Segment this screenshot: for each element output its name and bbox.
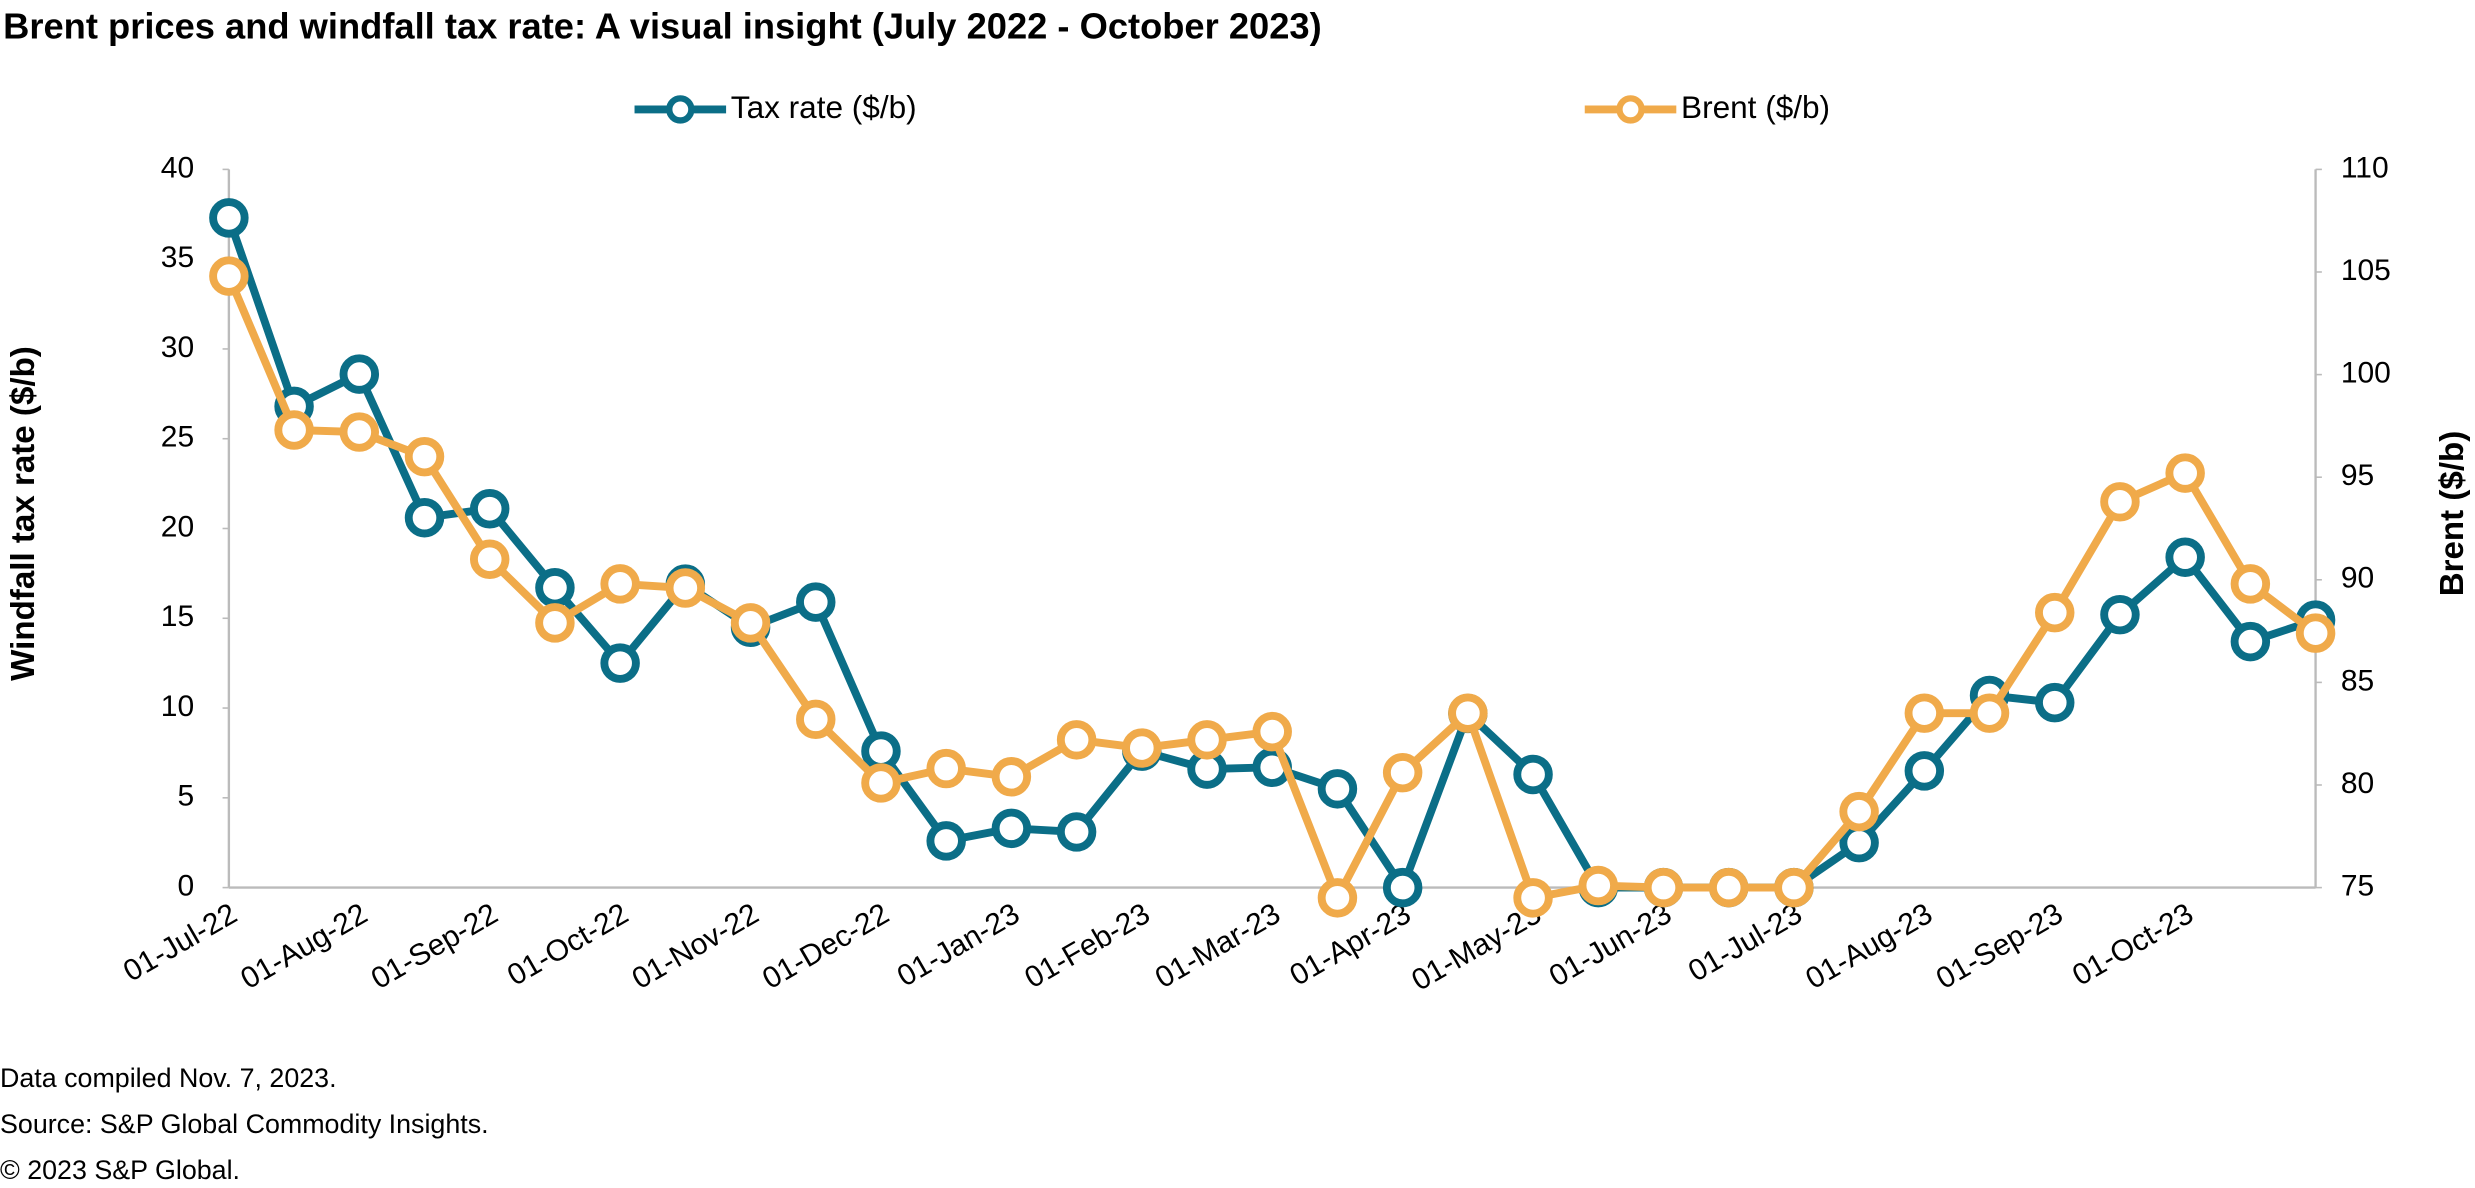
x-tick-label: 01-Sep-23	[1931, 897, 2069, 996]
data-point	[469, 539, 510, 580]
y-tick-label: 35	[161, 241, 194, 274]
data-point	[730, 603, 771, 643]
y2-tick-label: 95	[2341, 459, 2374, 492]
data-point	[2165, 453, 2205, 493]
x-tick-label: 01-Dec-22	[757, 897, 895, 996]
legend-label: Tax rate ($/b)	[731, 89, 917, 125]
y-tick-label: 10	[161, 690, 194, 723]
footnote: Source: S&P Global Commodity Insights.	[0, 1109, 489, 1139]
data-point	[1056, 812, 1097, 852]
y-tick-label: 5	[177, 780, 194, 813]
legend-marker	[666, 95, 695, 124]
y2-tick-label: 100	[2341, 357, 2391, 390]
data-point	[209, 198, 249, 238]
series-line	[225, 216, 2317, 892]
x-tick-label: 01-Feb-23	[1019, 897, 1155, 995]
data-point	[861, 731, 901, 771]
x-tick-label: 01-Mar-23	[1150, 897, 1286, 995]
data-point	[2035, 592, 2075, 633]
data-point	[274, 410, 314, 450]
data-point	[2230, 564, 2271, 604]
data-point	[1904, 693, 1945, 733]
data-point	[535, 568, 575, 608]
y2-tick-label: 110	[2341, 151, 2389, 184]
data-point	[1382, 867, 1423, 908]
data-point	[1839, 822, 1879, 863]
y2-tick-label: 80	[2341, 767, 2374, 800]
data-point	[796, 582, 836, 622]
data-point	[2230, 621, 2271, 662]
data-point	[1513, 754, 1553, 795]
legend-label: Brent ($/b)	[1681, 89, 1830, 125]
x-tick-label: 01-Jan-23	[892, 897, 1025, 993]
data-point	[404, 497, 445, 538]
data-point	[209, 256, 249, 296]
y2-axis-title: Brent ($/b)	[2434, 431, 2471, 597]
data-point	[991, 808, 1032, 849]
data-point	[2165, 537, 2205, 577]
y-tick-label: 30	[161, 331, 194, 364]
y2-tick-label: 90	[2341, 562, 2374, 595]
x-tick-label: 01-Jun-23	[1544, 897, 1677, 993]
data-point	[861, 763, 901, 803]
data-point	[2035, 682, 2075, 723]
data-point	[404, 436, 445, 477]
x-tick-label: 01-Oct-22	[502, 897, 634, 992]
x-tick-label: 01-Aug-22	[235, 897, 373, 996]
y-tick-label: 20	[161, 510, 194, 543]
y-tick-label: 40	[161, 151, 194, 184]
footnote: Data compiled Nov. 7, 2023.	[0, 1063, 337, 1093]
data-point	[1187, 720, 1227, 760]
y-tick-label: 25	[161, 421, 194, 454]
data-point	[926, 821, 966, 861]
y-axis-title: Windfall tax rate ($/b)	[5, 346, 42, 681]
data-point	[796, 699, 836, 740]
data-point	[600, 643, 640, 683]
data-point	[1969, 693, 2010, 733]
data-point	[469, 489, 510, 529]
data-point	[1122, 728, 1162, 768]
data-point	[926, 748, 966, 789]
data-point	[2100, 482, 2140, 522]
data-point	[1382, 752, 1423, 793]
chart-title: Brent prices and windfall tax rate: A vi…	[3, 6, 1322, 47]
data-point	[2295, 613, 2336, 653]
data-point	[1056, 720, 1097, 760]
data-point	[1774, 867, 1814, 908]
legend-marker	[1616, 95, 1645, 124]
x-tick-label: 01-Jul-23	[1683, 897, 1808, 988]
x-tick-label: 01-Oct-23	[2067, 897, 2199, 992]
data-point	[1643, 867, 1684, 908]
data-point	[1839, 791, 1879, 832]
data-point	[1317, 878, 1358, 918]
data-point	[1448, 693, 1488, 733]
data-point	[535, 603, 575, 643]
data-point	[339, 354, 380, 394]
data-point	[991, 757, 1032, 797]
data-point	[1317, 769, 1358, 809]
y2-tick-label: 75	[2341, 870, 2374, 903]
data-point	[1578, 865, 1619, 906]
data-point	[1252, 711, 1292, 752]
y2-tick-label: 85	[2341, 664, 2374, 697]
y2-tick-label: 105	[2341, 254, 2391, 287]
data-point	[665, 568, 706, 608]
data-point	[339, 412, 380, 452]
x-tick-label: 01-Sep-22	[366, 897, 504, 996]
data-point	[1513, 878, 1553, 918]
data-point	[2100, 594, 2140, 635]
y-tick-label: 15	[161, 600, 194, 633]
data-point	[600, 564, 640, 604]
y-tick-label: 0	[177, 870, 194, 903]
x-tick-label: 01-Aug-23	[1800, 897, 1938, 996]
x-tick-label: 01-Jul-22	[118, 897, 243, 988]
footnote: © 2023 S&P Global.	[0, 1155, 240, 1185]
data-point	[1904, 751, 1945, 791]
x-tick-label: 01-Nov-22	[627, 897, 765, 996]
data-point	[1708, 867, 1749, 908]
